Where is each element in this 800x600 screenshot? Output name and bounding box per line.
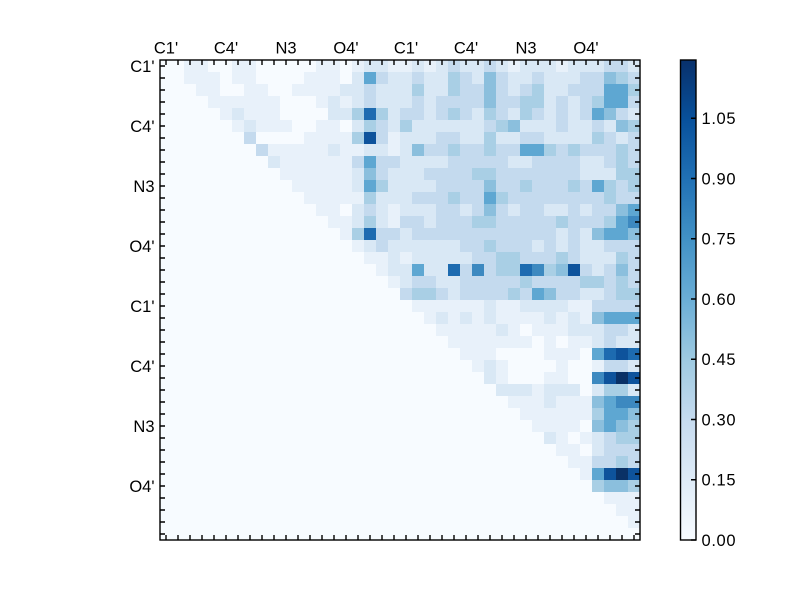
- svg-text:1.05: 1.05: [702, 110, 737, 128]
- svg-text:C4': C4': [130, 358, 154, 376]
- svg-text:C1': C1': [394, 40, 418, 58]
- svg-text:C1': C1': [130, 58, 154, 76]
- svg-text:N3: N3: [133, 418, 154, 436]
- svg-text:N3: N3: [275, 40, 296, 58]
- svg-text:0.30: 0.30: [702, 411, 737, 429]
- svg-text:0.75: 0.75: [702, 231, 737, 249]
- svg-text:N3: N3: [133, 178, 154, 196]
- svg-text:0.60: 0.60: [702, 291, 737, 309]
- svg-text:C1': C1': [130, 298, 154, 316]
- svg-text:O4': O4': [573, 40, 598, 58]
- svg-text:O4': O4': [333, 40, 358, 58]
- svg-text:N3: N3: [515, 40, 536, 58]
- svg-text:0.45: 0.45: [702, 351, 737, 369]
- svg-text:C4': C4': [214, 40, 238, 58]
- svg-text:O4': O4': [129, 478, 154, 496]
- svg-text:C4': C4': [130, 118, 154, 136]
- svg-text:0.15: 0.15: [702, 472, 737, 490]
- svg-text:0.90: 0.90: [702, 170, 737, 188]
- svg-text:O4': O4': [129, 238, 154, 256]
- svg-text:C4': C4': [454, 40, 478, 58]
- svg-text:C1': C1': [154, 40, 178, 58]
- svg-text:0.00: 0.00: [702, 532, 737, 550]
